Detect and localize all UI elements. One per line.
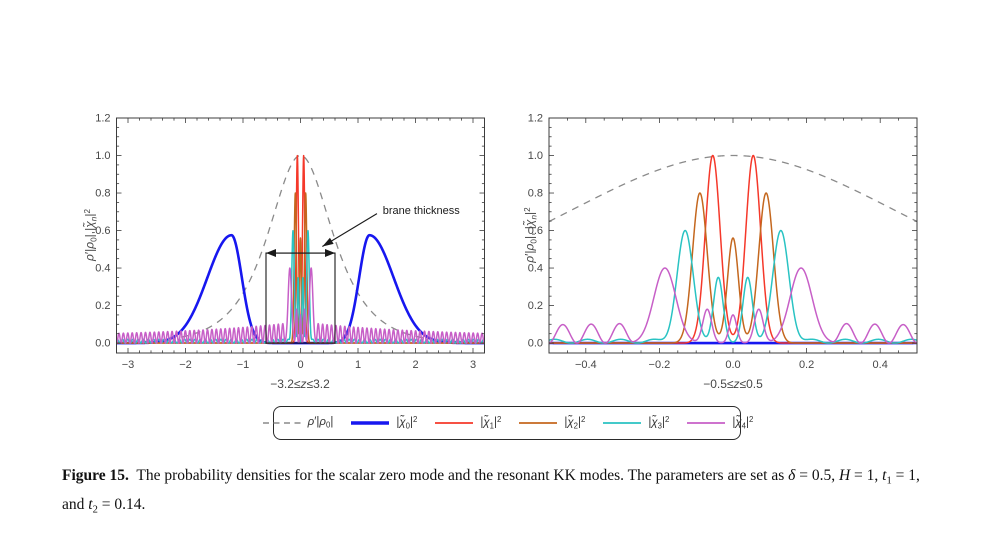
left-y-tick-label: 1.0	[95, 150, 110, 162]
legend-item-chi1: |χ̃1|2	[425, 415, 509, 431]
left-plot-y-axis-label: ρ′|ρ0|,|χ̃n|2	[82, 208, 99, 262]
right-x-tick-label: 0.4	[873, 359, 888, 371]
right-ticks	[548, 117, 918, 353]
left-x-tick-label: 2	[412, 359, 418, 371]
right-x-tick-label: 0.2	[799, 359, 814, 371]
right-x-tick-label: −0.4	[575, 359, 597, 371]
curve-chi4	[549, 267, 917, 344]
curve-rho	[549, 154, 917, 223]
figure-caption: Figure 15. The probability densities for…	[62, 467, 920, 516]
right-x-tick-label: −0.2	[649, 359, 671, 371]
left-plot-x-axis-label: −3.2≤z≤3.2	[270, 377, 330, 391]
right-plot-canvas: −0.4 −0.2 0.0 0.2 0.4 0.0 0.2 0.4 0.6 0.8 1.0 1.2	[528, 113, 918, 371]
curve-chi3	[549, 229, 917, 344]
left-x-tick-label: 1	[355, 359, 361, 371]
plot-legend: ρ′|ρ0| |χ̃0|2 |χ̃1|2 |χ̃2|2 |χ̃3|2 |χ̃4|2	[262, 406, 753, 440]
legend-label-chi4: |χ̃4|2	[732, 415, 754, 431]
legend-item-chi3: |χ̃3|2	[593, 415, 677, 431]
right-y-tick-label: 0.2	[528, 300, 543, 312]
legend-item-rho: ρ′|ρ0|	[253, 416, 342, 430]
left-y-tick-label: 0.2	[95, 300, 110, 312]
legend-line-sample-chi0	[351, 421, 390, 425]
legend-label-chi3: |χ̃3|2	[648, 415, 670, 431]
right-x-tick-label: 0.0	[725, 359, 740, 371]
left-y-tick-label: 1.2	[95, 113, 110, 125]
left-x-tick-label: −2	[179, 359, 192, 371]
legend-item-chi0: |χ̃0|2	[341, 415, 425, 431]
left-x-tick-label: 0	[297, 359, 303, 371]
width-arrowhead-icon	[325, 249, 335, 258]
left-y-tick-label: 0.4	[95, 263, 110, 275]
legend-label-chi1: |χ̃1|2	[480, 415, 502, 431]
legend-line-sample-chi1	[435, 422, 474, 424]
curve-chi2	[549, 192, 917, 344]
pointer-arrowhead-icon	[322, 237, 334, 247]
legend-line-sample-rho	[262, 422, 301, 424]
right-plot-y-axis-label: ρ′|ρ0|, |χ̃n|2	[522, 207, 539, 263]
right-y-tick-label: 0.8	[528, 188, 543, 200]
right-y-tick-label: 1.0	[528, 150, 543, 162]
left-curves	[116, 154, 485, 345]
right-y-tick-label: 1.2	[528, 113, 543, 125]
left-x-tick-label: 3	[470, 359, 476, 371]
legend-line-sample-chi4	[687, 422, 726, 424]
brane-thickness-label: brane thickness	[383, 205, 461, 217]
left-ticks	[116, 117, 485, 353]
right-plot-x-axis-label: −0.5≤z≤0.5	[703, 377, 763, 391]
legend-label-chi2: |χ̃2|2	[564, 415, 586, 431]
right-y-tick-label: 0.0	[528, 338, 543, 350]
left-y-tick-label: 0.8	[95, 188, 110, 200]
legend-label-rho: ρ′|ρ0|	[307, 416, 334, 430]
right-curves	[549, 154, 917, 345]
left-x-tick-label: −3	[122, 359, 135, 371]
brane-annotation	[265, 213, 378, 344]
left-x-tick-label: −1	[237, 359, 250, 371]
right-frame	[548, 117, 918, 354]
left-y-tick-label: 0.6	[95, 225, 110, 237]
right-y-tick-label: 0.6	[528, 225, 543, 237]
width-arrowhead-icon	[266, 249, 276, 258]
left-y-tick-label: 0.0	[95, 338, 110, 350]
legend-line-sample-chi2	[519, 422, 558, 424]
legend-item-chi2: |χ̃2|2	[509, 415, 593, 431]
legend-line-sample-chi3	[603, 422, 642, 424]
right-y-tick-label: 0.4	[528, 263, 543, 275]
curve-chi4	[116, 267, 485, 344]
left-plot-canvas: −3 −2 −1 0 1 2 3 0.0 0.2 0.4 0.6 0.8 1.0 1.2 brane thi…	[95, 113, 485, 371]
legend-label-chi0: |χ̃0|2	[396, 415, 418, 431]
legend-item-chi4: |χ̃4|2	[677, 415, 761, 431]
